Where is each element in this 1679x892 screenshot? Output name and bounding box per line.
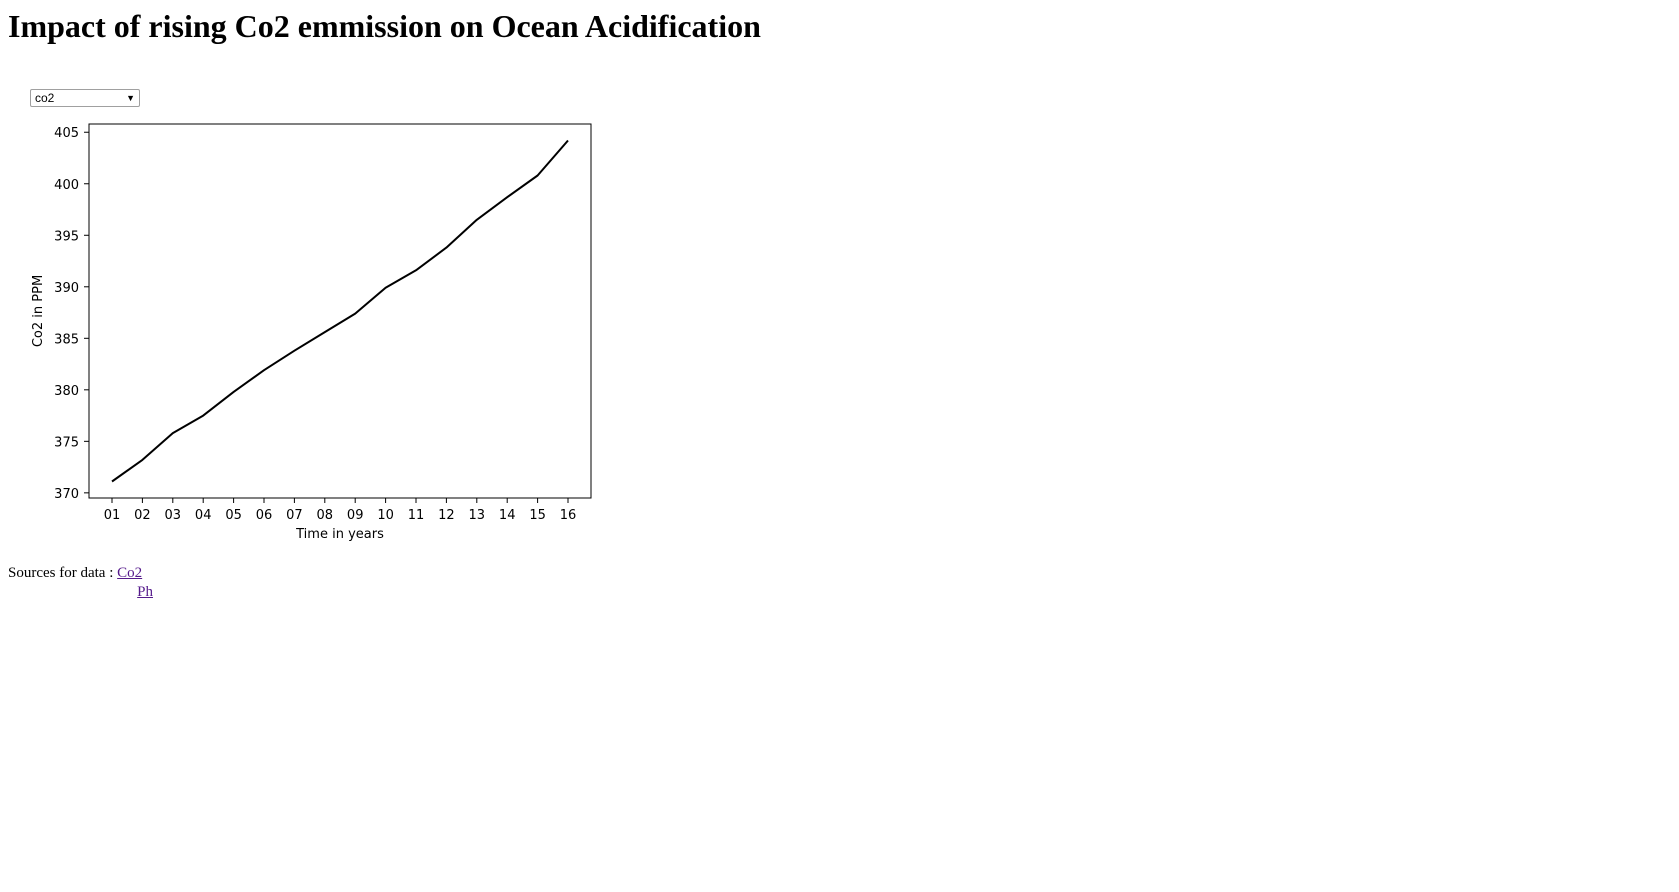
ph-source-link[interactable]: Ph bbox=[137, 584, 153, 600]
x-tick-label: 09 bbox=[347, 508, 364, 523]
dataset-select[interactable]: co2 ▼ bbox=[30, 89, 140, 107]
y-tick-label: 395 bbox=[54, 229, 79, 244]
co2-source-link[interactable]: Co2 bbox=[117, 565, 143, 581]
x-tick-label: 07 bbox=[286, 508, 303, 523]
y-tick-label: 375 bbox=[54, 435, 79, 450]
y-axis-label: Co2 in PPM bbox=[31, 275, 46, 347]
page-title: Impact of rising Co2 emmission on Ocean … bbox=[8, 8, 761, 44]
y-axis: 370 375 380 385 390 395 400 405 bbox=[54, 126, 89, 502]
dataset-select-value: co2 bbox=[35, 91, 55, 105]
y-tick-label: 385 bbox=[54, 332, 79, 347]
y-tick-label: 405 bbox=[54, 126, 79, 141]
x-tick-label: 10 bbox=[377, 508, 394, 523]
chevron-down-icon[interactable]: ▼ bbox=[126, 93, 135, 103]
dataset-selector-wrap: co2 ▼ bbox=[30, 89, 140, 107]
sources-label: Sources for data : bbox=[8, 565, 118, 581]
y-tick-label: 390 bbox=[54, 281, 79, 296]
x-tick-label: 06 bbox=[256, 508, 273, 523]
x-tick-label: 13 bbox=[469, 508, 486, 523]
x-tick-label: 08 bbox=[317, 508, 334, 523]
x-tick-label: 11 bbox=[408, 508, 425, 523]
co2-series-line bbox=[111, 139, 569, 483]
x-axis-label: Time in years bbox=[295, 527, 384, 542]
y-tick-label: 370 bbox=[54, 487, 79, 502]
x-tick-label: 12 bbox=[438, 508, 455, 523]
plot-area bbox=[88, 123, 592, 499]
y-tick-label: 400 bbox=[54, 178, 79, 193]
y-tick-label: 380 bbox=[54, 384, 79, 399]
x-tick-label: 04 bbox=[195, 508, 212, 523]
x-tick-label: 15 bbox=[529, 508, 546, 523]
x-tick-label: 16 bbox=[560, 508, 577, 523]
sources-links: Co2 Ph bbox=[117, 564, 153, 602]
x-tick-label: 05 bbox=[225, 508, 242, 523]
x-tick-label: 03 bbox=[165, 508, 182, 523]
x-tick-label: 14 bbox=[499, 508, 516, 523]
data-sources: Sources for data : Co2 Ph bbox=[8, 564, 153, 602]
x-tick-label: 01 bbox=[104, 508, 121, 523]
x-tick-label: 02 bbox=[134, 508, 151, 523]
x-axis: 01 02 03 04 05 06 07 08 09 10 11 12 13 14 15 16 bbox=[104, 498, 577, 523]
